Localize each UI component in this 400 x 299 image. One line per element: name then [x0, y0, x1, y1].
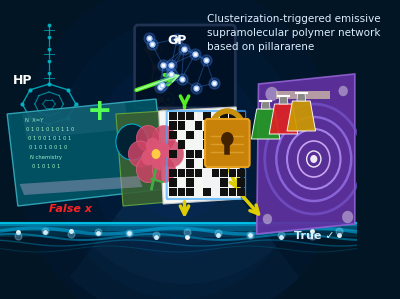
- Bar: [178, 112, 185, 120]
- Bar: [169, 188, 177, 196]
- Circle shape: [128, 141, 152, 167]
- Bar: [237, 188, 244, 196]
- Bar: [220, 140, 228, 149]
- Circle shape: [221, 132, 234, 146]
- Polygon shape: [22, 102, 129, 139]
- Bar: [178, 121, 185, 129]
- Polygon shape: [7, 99, 165, 206]
- Circle shape: [146, 138, 160, 154]
- Circle shape: [160, 141, 184, 167]
- Circle shape: [339, 86, 348, 96]
- Text: +: +: [87, 97, 113, 126]
- Circle shape: [156, 143, 170, 158]
- Polygon shape: [269, 104, 298, 134]
- Bar: [186, 150, 194, 158]
- Circle shape: [310, 155, 317, 163]
- Bar: [186, 159, 194, 167]
- Bar: [195, 169, 202, 177]
- Bar: [229, 169, 236, 177]
- Polygon shape: [20, 176, 143, 195]
- Bar: [169, 131, 177, 139]
- Bar: [203, 188, 211, 196]
- Polygon shape: [159, 107, 241, 204]
- Text: N chemistry: N chemistry: [30, 155, 62, 160]
- Text: True ✓: True ✓: [294, 231, 335, 241]
- Bar: [237, 140, 244, 149]
- Bar: [212, 169, 219, 177]
- Bar: [229, 121, 236, 129]
- Circle shape: [125, 99, 232, 219]
- Bar: [195, 150, 202, 158]
- Bar: [220, 169, 228, 177]
- Circle shape: [142, 150, 156, 166]
- Bar: [186, 112, 194, 120]
- Text: GP: GP: [168, 34, 187, 47]
- Bar: [237, 150, 244, 158]
- Bar: [203, 140, 211, 149]
- Text: N  X=Y: N X=Y: [25, 118, 43, 123]
- Bar: [237, 131, 244, 139]
- Bar: [229, 188, 236, 196]
- Bar: [276, 91, 330, 99]
- Bar: [169, 169, 177, 177]
- Bar: [229, 159, 236, 167]
- Bar: [212, 131, 219, 139]
- Circle shape: [342, 211, 353, 223]
- Polygon shape: [287, 101, 316, 131]
- Polygon shape: [116, 109, 203, 206]
- Circle shape: [136, 125, 160, 151]
- FancyBboxPatch shape: [205, 119, 250, 167]
- Bar: [220, 178, 228, 187]
- Bar: [169, 112, 177, 120]
- Text: 0 1 0 1 0 0 1 0: 0 1 0 1 0 0 1 0: [29, 145, 67, 150]
- Bar: [169, 121, 177, 129]
- Bar: [220, 112, 228, 120]
- Text: HP: HP: [13, 74, 33, 87]
- Bar: [178, 169, 185, 177]
- Circle shape: [116, 124, 148, 160]
- Circle shape: [152, 157, 176, 183]
- Bar: [195, 121, 202, 129]
- Bar: [178, 188, 185, 196]
- Polygon shape: [279, 96, 288, 104]
- Bar: [237, 178, 244, 187]
- Polygon shape: [257, 74, 355, 234]
- Bar: [220, 188, 228, 196]
- Circle shape: [152, 149, 160, 159]
- Circle shape: [152, 154, 166, 170]
- Polygon shape: [251, 109, 280, 139]
- Circle shape: [152, 125, 176, 151]
- Text: 0 1 0 1 0 1: 0 1 0 1 0 1: [32, 164, 60, 169]
- Bar: [186, 131, 194, 139]
- Bar: [169, 150, 177, 158]
- Polygon shape: [297, 93, 306, 101]
- Bar: [186, 178, 194, 187]
- Circle shape: [266, 87, 278, 101]
- Text: 0 1 0 0 1 0 1 0 1: 0 1 0 0 1 0 1 0 1: [28, 136, 71, 141]
- Circle shape: [54, 19, 303, 299]
- Bar: [186, 169, 194, 177]
- Bar: [220, 121, 228, 129]
- Circle shape: [263, 214, 272, 224]
- Bar: [212, 150, 219, 158]
- Bar: [203, 159, 211, 167]
- Text: 0 1 0 1 0 1 0 1 1 0: 0 1 0 1 0 1 0 1 1 0: [26, 127, 75, 132]
- Wedge shape: [70, 124, 299, 299]
- Text: False x: False x: [49, 204, 92, 214]
- Circle shape: [136, 157, 160, 183]
- Bar: [229, 112, 236, 120]
- Bar: [178, 140, 185, 149]
- Bar: [203, 131, 211, 139]
- Bar: [186, 188, 194, 196]
- Bar: [229, 150, 236, 158]
- Bar: [203, 112, 211, 120]
- FancyBboxPatch shape: [135, 25, 235, 108]
- Circle shape: [89, 59, 268, 259]
- Polygon shape: [261, 101, 270, 109]
- Bar: [169, 178, 177, 187]
- Bar: [237, 112, 244, 120]
- Bar: [237, 169, 244, 177]
- Text: Clusterization-triggered emissive
supramolecular polymer network
based on pillar: Clusterization-triggered emissive supram…: [207, 14, 380, 52]
